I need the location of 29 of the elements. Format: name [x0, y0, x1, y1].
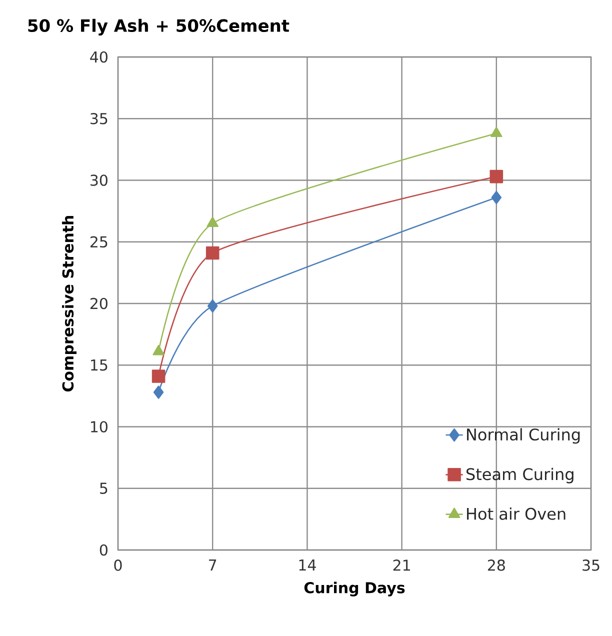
x-tick-label: 28: [488, 560, 505, 571]
y-tick-label: 20: [90, 298, 108, 310]
x-tick-label: 21: [393, 560, 410, 571]
x-axis-title: Curing Days: [304, 582, 405, 596]
legend-label: Steam Curing: [466, 468, 574, 484]
point: [491, 190, 502, 204]
x-tick-label: 14: [299, 560, 316, 570]
y-tick-label: 0: [100, 544, 108, 556]
chart-title: 50 % Fly Ash + 50%Cement: [28, 18, 290, 36]
point: [206, 246, 220, 260]
point: [206, 216, 218, 228]
legend-label: Normal Curing: [467, 428, 580, 444]
y-tick-label: 30: [90, 174, 108, 186]
y-tick-label: 40: [90, 51, 108, 63]
x-tick-label: 7: [209, 560, 216, 570]
y-tick-label: 25: [90, 236, 108, 248]
point: [152, 370, 166, 383]
y-axis-title: Compressive Strenth: [62, 216, 77, 392]
y-tick-label: 35: [90, 112, 108, 124]
point: [153, 386, 164, 399]
point: [207, 299, 218, 313]
x-tick-label: 0: [114, 560, 122, 571]
x-tick-label: 35: [582, 560, 600, 571]
point: [490, 126, 502, 138]
y-tick-label: 15: [91, 360, 108, 371]
y-tick-label: 10: [91, 421, 108, 432]
point: [490, 170, 504, 184]
y-tick-label: 5: [100, 482, 108, 494]
legend-label: Hot air Oven: [467, 507, 566, 520]
